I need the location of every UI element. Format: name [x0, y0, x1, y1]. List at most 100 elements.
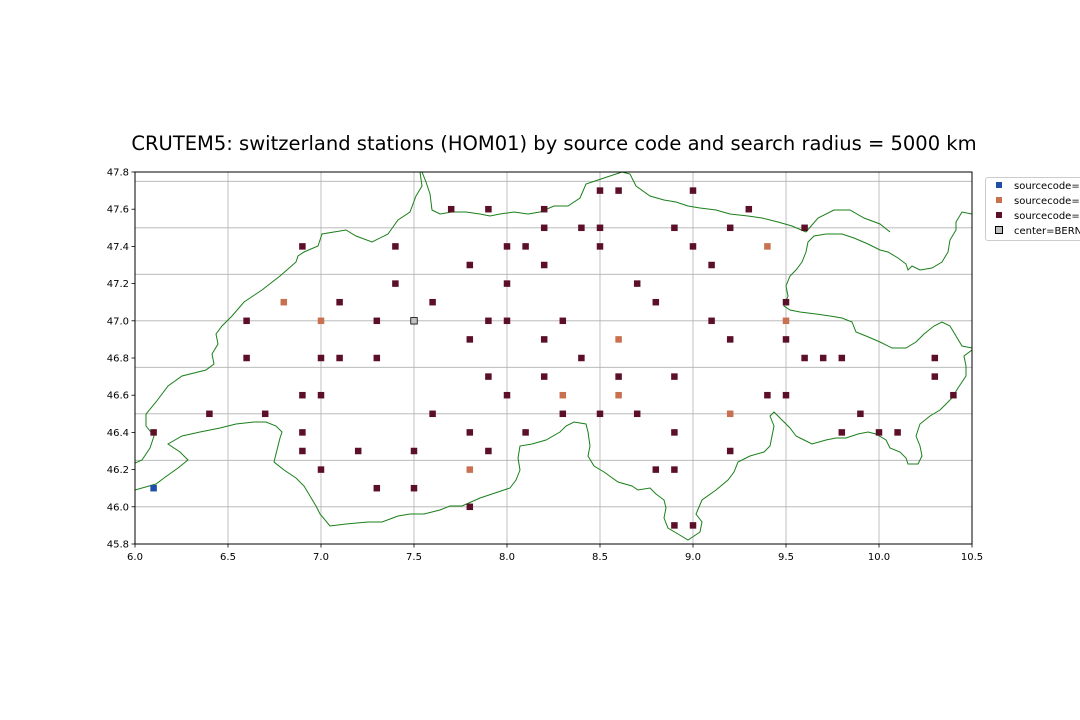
station-point [410, 447, 418, 455]
axis-ticks: 6.0 6.5 7.0 7.5 8.0 8.5 9.0 9.5 10.0 10.5 45.8 46.0… [107, 168, 983, 564]
station-point [466, 503, 474, 511]
station-markers [150, 187, 957, 529]
legend-entry: sourcecode= [996, 210, 1080, 224]
legend-label: center=BERN [1014, 226, 1080, 237]
switzerland-border-map [135, 172, 972, 541]
station-point [838, 354, 846, 362]
station-point [838, 429, 846, 436]
station-point [150, 484, 157, 492]
station-point [392, 243, 399, 250]
station-point [206, 410, 213, 418]
station-point [671, 522, 678, 529]
station-point [726, 410, 734, 418]
legend-entry: sourcecode= [996, 180, 1080, 194]
y-tick-label: 46.2 [107, 465, 129, 476]
x-tick-label: 8.0 [499, 552, 515, 563]
y-tick-label: 47.2 [107, 279, 129, 290]
chart-title: CRUTEM5: switzerland stations (HOM01) by… [131, 132, 977, 155]
x-tick-label: 8.5 [592, 552, 608, 563]
station-point [373, 484, 381, 492]
x-tick-label: 7.0 [313, 552, 329, 563]
legend-entry: center=BERN [995, 225, 1080, 239]
y-tick-label: 47.6 [107, 205, 129, 216]
station-point [726, 224, 734, 232]
station-point [429, 410, 436, 418]
station-point [671, 429, 678, 436]
station-point [317, 466, 325, 473]
station-point [801, 224, 808, 232]
x-tick-label: 6.0 [127, 552, 143, 563]
station-point [819, 354, 827, 362]
station-point [708, 317, 715, 325]
station-point [559, 410, 567, 418]
station-point [317, 317, 325, 325]
station-point [782, 298, 790, 306]
station-point [466, 261, 474, 269]
station-point [726, 447, 734, 455]
station-point [466, 466, 474, 473]
station-point [299, 429, 306, 436]
legend-label: sourcecode= [1014, 211, 1080, 222]
station-point [447, 205, 455, 213]
station-point [485, 447, 492, 455]
legend: sourcecode= sourcecode= sourcecode= cent… [985, 177, 1080, 241]
station-point [559, 391, 567, 399]
station-point [615, 187, 622, 194]
station-point [578, 224, 585, 232]
x-tick-label: 7.5 [406, 552, 422, 563]
station-point [671, 373, 678, 380]
station-point [596, 410, 604, 418]
station-point [689, 243, 697, 250]
legend-swatch [996, 212, 1002, 218]
x-tick-label: 9.0 [685, 552, 701, 563]
station-point [671, 466, 678, 473]
station-point [373, 354, 381, 362]
station-point [299, 243, 306, 250]
station-point [857, 410, 864, 418]
station-point [689, 187, 697, 194]
station-point [280, 298, 288, 306]
station-point [485, 373, 492, 380]
station-point [317, 391, 325, 399]
station-point [559, 317, 567, 325]
legend-swatch [995, 226, 1003, 234]
y-tick-label: 47.4 [107, 242, 129, 253]
x-tick-label: 10.5 [961, 552, 983, 563]
station-point [652, 466, 660, 473]
station-point [503, 243, 511, 250]
station-point [243, 354, 250, 362]
station-point [336, 298, 343, 306]
station-point [615, 336, 622, 343]
station-point [782, 336, 790, 343]
station-point [540, 205, 548, 213]
station-point [522, 243, 529, 250]
station-point [410, 484, 418, 492]
station-point [708, 261, 715, 269]
station-point [596, 224, 604, 232]
station-point [950, 391, 957, 399]
station-point [671, 224, 678, 232]
station-point [150, 429, 157, 436]
station-point [522, 429, 529, 436]
y-tick-label: 46.6 [107, 391, 129, 402]
station-point [503, 317, 511, 325]
station-point [485, 317, 492, 325]
station-point [540, 373, 548, 380]
station-point [354, 447, 362, 455]
station-point [299, 391, 306, 399]
station-point [503, 280, 511, 287]
station-point [615, 391, 622, 399]
legend-label: sourcecode= [1014, 181, 1080, 192]
y-tick-label: 46.4 [107, 428, 129, 439]
station-point [726, 336, 734, 343]
lake-geneva-shore [135, 421, 462, 527]
northern-border [421, 172, 807, 233]
station-point [243, 317, 250, 325]
station-point [764, 391, 771, 399]
station-point [931, 373, 939, 380]
x-tick-label: 6.5 [220, 552, 236, 563]
y-tick-label: 47.8 [107, 168, 129, 179]
station-point [392, 280, 399, 287]
x-tick-label: 10.0 [868, 552, 890, 563]
